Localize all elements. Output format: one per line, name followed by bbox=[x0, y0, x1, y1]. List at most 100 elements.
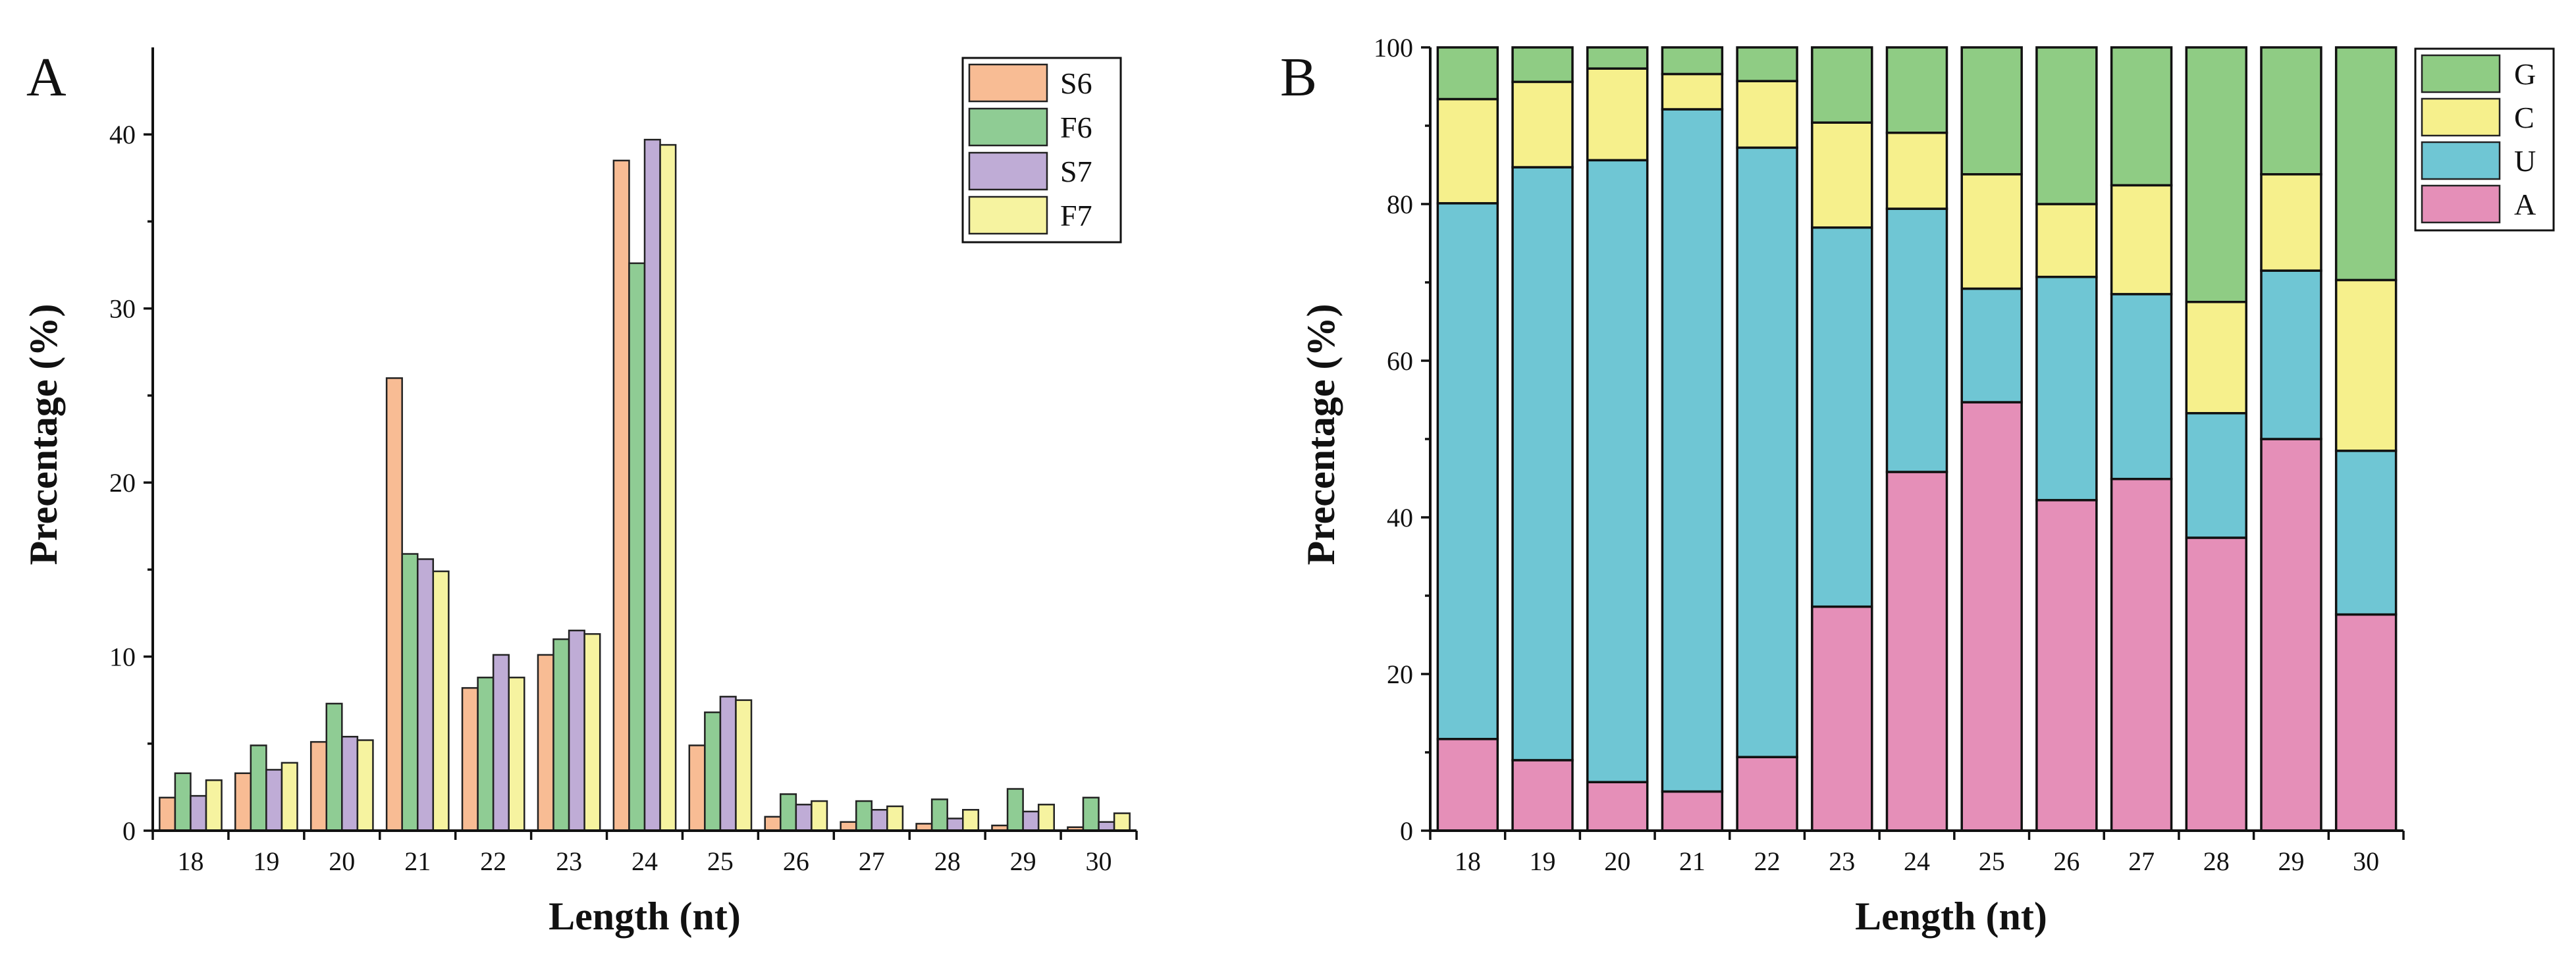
bar-s7-28 bbox=[946, 818, 964, 832]
stack-a-18 bbox=[1436, 738, 1499, 832]
panel-b-x-tick-label: 24 bbox=[1904, 846, 1930, 876]
bar-f7-28 bbox=[962, 809, 980, 832]
bar-f7-18 bbox=[205, 779, 223, 832]
panel-a-legend: S6 F6 S7 F7 bbox=[961, 57, 1122, 244]
bar-f7-27 bbox=[886, 805, 904, 832]
panel-a-x-tick-label: 22 bbox=[480, 846, 506, 876]
stack-g-29 bbox=[2260, 46, 2322, 176]
bar-s6-22 bbox=[461, 687, 479, 832]
panel-a-plot-area: 0 10 20 30 40 18 19 20 21 22 23 24 25 26 27 28 29 30 bbox=[109, 47, 1138, 876]
stack-a-29 bbox=[2260, 438, 2322, 832]
bar-f7-26 bbox=[811, 800, 828, 832]
stack-a-28 bbox=[2185, 536, 2247, 832]
panel-a-chart: A Precentage (%) Length (nt) 0 10 20 30 40 18… bbox=[22, 47, 1138, 938]
panel-b-xlabel: Length (nt) bbox=[1855, 895, 2047, 938]
bar-f6-28 bbox=[930, 798, 948, 832]
bar-f6-30 bbox=[1082, 796, 1100, 832]
panel-b-label: B bbox=[1280, 47, 1317, 108]
stack-c-25 bbox=[1960, 173, 2023, 290]
stack-u-22 bbox=[1736, 146, 1798, 758]
bar-s7-20 bbox=[341, 735, 359, 832]
legend-label-c: C bbox=[2514, 101, 2535, 134]
panel-b-x-tick-label: 21 bbox=[1679, 846, 1705, 876]
bar-s7-24 bbox=[643, 138, 661, 832]
bar-f6-23 bbox=[552, 638, 570, 832]
stack-u-26 bbox=[2035, 275, 2098, 502]
stack-a-19 bbox=[1511, 759, 1574, 832]
bar-s7-21 bbox=[416, 558, 435, 832]
stack-a-26 bbox=[2035, 499, 2098, 832]
panel-b-y-tick-label: 80 bbox=[1387, 190, 1413, 219]
legend-swatch-a bbox=[2421, 184, 2501, 224]
bar-f7-22 bbox=[508, 677, 525, 832]
bar-f6-25 bbox=[704, 711, 722, 832]
stack-c-20 bbox=[1586, 67, 1649, 162]
panel-a-x-tick-label: 25 bbox=[707, 846, 734, 876]
stack-a-27 bbox=[2110, 477, 2173, 832]
stack-u-27 bbox=[2110, 293, 2173, 480]
bar-f6-18 bbox=[174, 772, 192, 832]
stack-u-19 bbox=[1511, 166, 1574, 762]
legend-swatch-g bbox=[2421, 54, 2501, 93]
bar-f7-21 bbox=[432, 570, 450, 832]
stack-c-22 bbox=[1736, 80, 1798, 149]
bar-f7-25 bbox=[735, 699, 753, 832]
stack-u-28 bbox=[2185, 411, 2247, 539]
stack-a-21 bbox=[1661, 790, 1724, 832]
panel-b-y-tick-label: 60 bbox=[1387, 346, 1413, 376]
bar-f6-29 bbox=[1006, 788, 1024, 832]
bar-f7-23 bbox=[583, 633, 601, 832]
legend-swatch-c bbox=[2421, 97, 2501, 137]
stack-g-21 bbox=[1661, 46, 1724, 76]
panel-b-y-tick-label: 20 bbox=[1387, 660, 1413, 689]
stack-g-27 bbox=[2110, 46, 2173, 187]
stack-g-18 bbox=[1436, 46, 1499, 101]
stack-g-25 bbox=[1960, 46, 2023, 176]
stack-u-30 bbox=[2334, 450, 2398, 616]
panel-a-ylabel: Precentage (%) bbox=[22, 303, 65, 565]
bar-s7-25 bbox=[719, 696, 737, 832]
panel-b-x-tick-label: 20 bbox=[1604, 846, 1630, 876]
panel-b-x-tick-label: 18 bbox=[1455, 846, 1481, 876]
panel-a-x-tick-label: 29 bbox=[1010, 846, 1036, 876]
bar-s7-23 bbox=[568, 629, 585, 832]
bar-f6-24 bbox=[628, 262, 646, 832]
stack-a-30 bbox=[2334, 613, 2398, 832]
panel-b-plot-area: 0 20 40 60 80 100 18 19 20 21 22 23 24 25 26 27 28 29 30 bbox=[1374, 33, 2405, 876]
bar-f6-27 bbox=[855, 800, 873, 832]
bar-s7-26 bbox=[795, 804, 813, 832]
panel-b-y-tick-label: 40 bbox=[1387, 503, 1413, 532]
bar-s7-18 bbox=[190, 794, 207, 832]
bar-f6-19 bbox=[250, 744, 267, 832]
legend-label-s6: S6 bbox=[1060, 66, 1092, 100]
stack-c-28 bbox=[2185, 301, 2247, 415]
panel-a-x-tick-label: 19 bbox=[253, 846, 279, 876]
stack-u-24 bbox=[1885, 207, 1948, 473]
bar-f6-20 bbox=[325, 702, 343, 832]
stack-g-23 bbox=[1811, 46, 1873, 124]
panel-a-x-tick-label: 23 bbox=[556, 846, 582, 876]
legend-label-s7: S7 bbox=[1060, 155, 1092, 188]
panel-b-chart: B Precentage (%) Length (nt) 0 20 40 60 80 10… bbox=[1280, 33, 2555, 938]
stack-g-30 bbox=[2334, 46, 2398, 282]
bar-f6-21 bbox=[401, 553, 419, 832]
panel-b-x-tick-label: 28 bbox=[2203, 846, 2230, 876]
bar-s6-24 bbox=[612, 159, 630, 832]
stack-u-20 bbox=[1586, 159, 1649, 783]
legend-swatch-u bbox=[2421, 141, 2501, 180]
legend-label-f6: F6 bbox=[1060, 111, 1092, 144]
panel-b-ylabel: Precentage (%) bbox=[1299, 303, 1343, 565]
bar-s6-21 bbox=[385, 377, 403, 832]
bar-s6-20 bbox=[309, 740, 327, 832]
panel-a-x-tick-label: 26 bbox=[783, 846, 809, 876]
panel-b-x-tick-label: 23 bbox=[1829, 846, 1855, 876]
panel-b-x-tick-label: 25 bbox=[1979, 846, 2005, 876]
panel-a-xlabel: Length (nt) bbox=[549, 895, 741, 938]
stack-a-23 bbox=[1811, 605, 1873, 832]
legend-label-u: U bbox=[2514, 144, 2536, 178]
bar-f7-29 bbox=[1037, 804, 1055, 832]
stack-a-25 bbox=[1960, 401, 2023, 832]
panel-a-y-tick-label: 30 bbox=[109, 294, 136, 324]
stack-c-23 bbox=[1811, 121, 1873, 229]
